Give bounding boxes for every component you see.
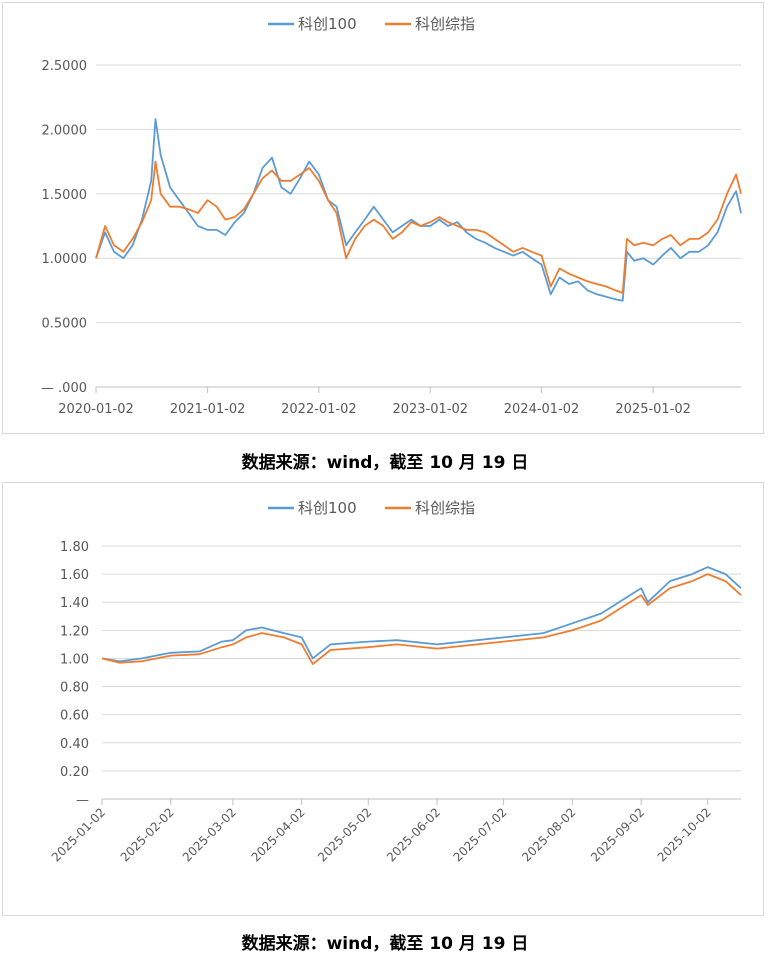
x-tick-label: 2024-01-02 (504, 402, 580, 417)
x-tick-label: 2020-01-02 (58, 402, 134, 417)
x-tick-label: 2025-01-02 (49, 805, 108, 864)
legend-label-1: 科创100 (298, 499, 357, 517)
chart-svg-full-period: — .000 0.5000 1.0000 1.5000 2.0000 2.5000 2020… (41, 15, 742, 417)
y-tick-label: 2.5000 (42, 59, 88, 74)
x-tick-label: 2025-04-02 (249, 805, 308, 864)
x-tick-label: 2025-02-02 (118, 805, 177, 864)
x-tick-label: 2025-01-02 (615, 402, 691, 417)
y-tick-label: — (76, 793, 89, 808)
x-tick-label: 2025-08-02 (519, 805, 578, 864)
y-tick-label: 2.0000 (42, 123, 88, 138)
y-tick-label: 1.40 (60, 596, 89, 611)
x-tick-label: 2022-01-02 (281, 402, 357, 417)
y-tick-label: — .000 (41, 381, 87, 396)
x-tick-label: 2021-01-02 (170, 402, 246, 417)
legend-label-2: 科创综指 (415, 499, 475, 517)
legend-label-1: 科创100 (298, 15, 357, 33)
y-tick-label: 0.20 (60, 765, 89, 780)
y-tick-label: 1.60 (60, 568, 89, 583)
y-tick-label: 0.40 (60, 737, 89, 752)
series-line-1 (95, 118, 742, 302)
series-line-2 (101, 573, 742, 665)
y-tick-label: 0.60 (60, 709, 89, 724)
y-tick-label: 0.5000 (42, 317, 88, 332)
x-tick-label: 2025-03-02 (180, 805, 239, 864)
legend-label-2: 科创综指 (415, 15, 475, 33)
source-caption-2: 数据来源：wind，截至 10 月 19 日 (241, 934, 529, 954)
chart-svg-ytd: — 0.20 0.40 0.60 0.80 1.00 1.20 1.40 1.60 1.80 202… (49, 499, 742, 864)
source-caption-1: 数据来源：wind，截至 10 月 19 日 (241, 453, 529, 473)
y-tick-label: 0.80 (60, 681, 89, 696)
y-tick-label: 1.5000 (42, 188, 88, 203)
y-tick-label: 1.80 (60, 540, 89, 555)
x-tick-label: 2023-01-02 (392, 402, 468, 417)
x-tick-label: 2025-05-02 (315, 805, 374, 864)
series-line-1 (101, 566, 742, 663)
x-tick-label: 2025-06-02 (384, 805, 443, 864)
series-line-2 (95, 160, 742, 294)
y-tick-label: 1.0000 (42, 252, 88, 267)
chart-panel-full-period: — .000 0.5000 1.0000 1.5000 2.0000 2.5000 2020… (2, 2, 764, 434)
x-tick-label: 2025-10-02 (655, 805, 714, 864)
chart-panel-ytd: — 0.20 0.40 0.60 0.80 1.00 1.20 1.40 1.60 1.80 202… (2, 482, 764, 916)
x-tick-label: 2025-09-02 (588, 805, 647, 864)
y-tick-label: 1.20 (60, 624, 89, 639)
x-tick-label: 2025-07-02 (450, 805, 509, 864)
y-tick-label: 1.00 (60, 652, 89, 667)
